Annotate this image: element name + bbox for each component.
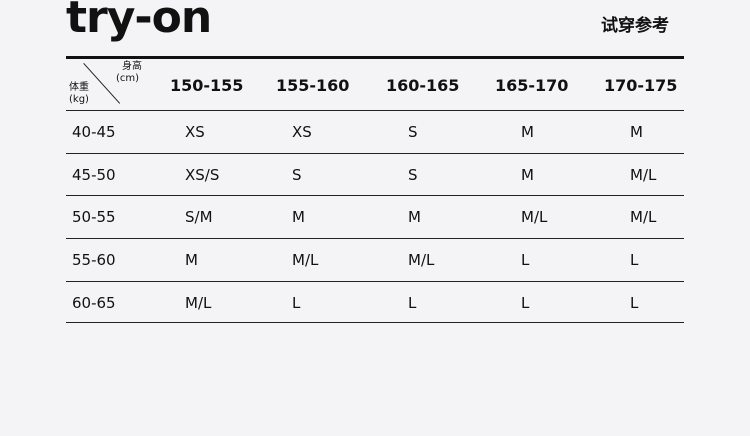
size-cell: L: [521, 294, 530, 312]
row-divider: [66, 153, 684, 154]
size-cell: S: [292, 166, 302, 184]
height-unit: (cm): [116, 73, 140, 84]
row-divider: [66, 281, 684, 282]
size-cell: M: [292, 208, 305, 226]
size-cell: M/L: [292, 251, 319, 269]
table-top-rule: [66, 56, 684, 59]
row-weight: 60-65: [72, 294, 116, 312]
size-cell: M/L: [408, 251, 435, 269]
size-cell: S: [408, 166, 418, 184]
weight-label: 体重: [69, 82, 89, 93]
size-cell: M: [185, 251, 198, 269]
size-cell: XS: [185, 123, 205, 141]
size-cell: L: [521, 251, 530, 269]
column-header: 165-170: [495, 76, 569, 95]
row-weight: 55-60: [72, 251, 116, 269]
page-subtitle: 试穿参考: [601, 16, 669, 36]
size-cell: M/L: [630, 208, 657, 226]
size-cell: M: [521, 166, 534, 184]
size-cell: M/L: [630, 166, 657, 184]
size-cell: M: [408, 208, 421, 226]
size-cell: L: [408, 294, 417, 312]
page-title: try-on: [66, 0, 212, 43]
corner-height: 身高 (cm): [116, 61, 142, 85]
size-cell: L: [630, 294, 639, 312]
row-divider: [66, 238, 684, 239]
size-cell: S: [408, 123, 418, 141]
size-cell: M/L: [185, 294, 212, 312]
size-cell: M: [521, 123, 534, 141]
size-cell: M: [630, 123, 643, 141]
size-cell: M/L: [521, 208, 548, 226]
size-cell: S/M: [185, 208, 213, 226]
weight-unit: (kg): [69, 94, 89, 105]
size-cell: XS: [292, 123, 312, 141]
size-cell: L: [630, 251, 639, 269]
column-header: 170-175: [604, 76, 678, 95]
column-header: 160-165: [386, 76, 460, 95]
corner-weight: 体重 (kg): [69, 82, 89, 106]
row-weight: 40-45: [72, 123, 116, 141]
row-weight: 50-55: [72, 208, 116, 226]
height-label: 身高: [122, 61, 142, 72]
column-header: 155-160: [276, 76, 350, 95]
row-divider: [66, 195, 684, 196]
row-divider: [66, 322, 684, 323]
size-cell: XS/S: [185, 166, 220, 184]
row-divider: [66, 110, 684, 111]
size-cell: L: [292, 294, 301, 312]
row-weight: 45-50: [72, 166, 116, 184]
column-header: 150-155: [170, 76, 244, 95]
